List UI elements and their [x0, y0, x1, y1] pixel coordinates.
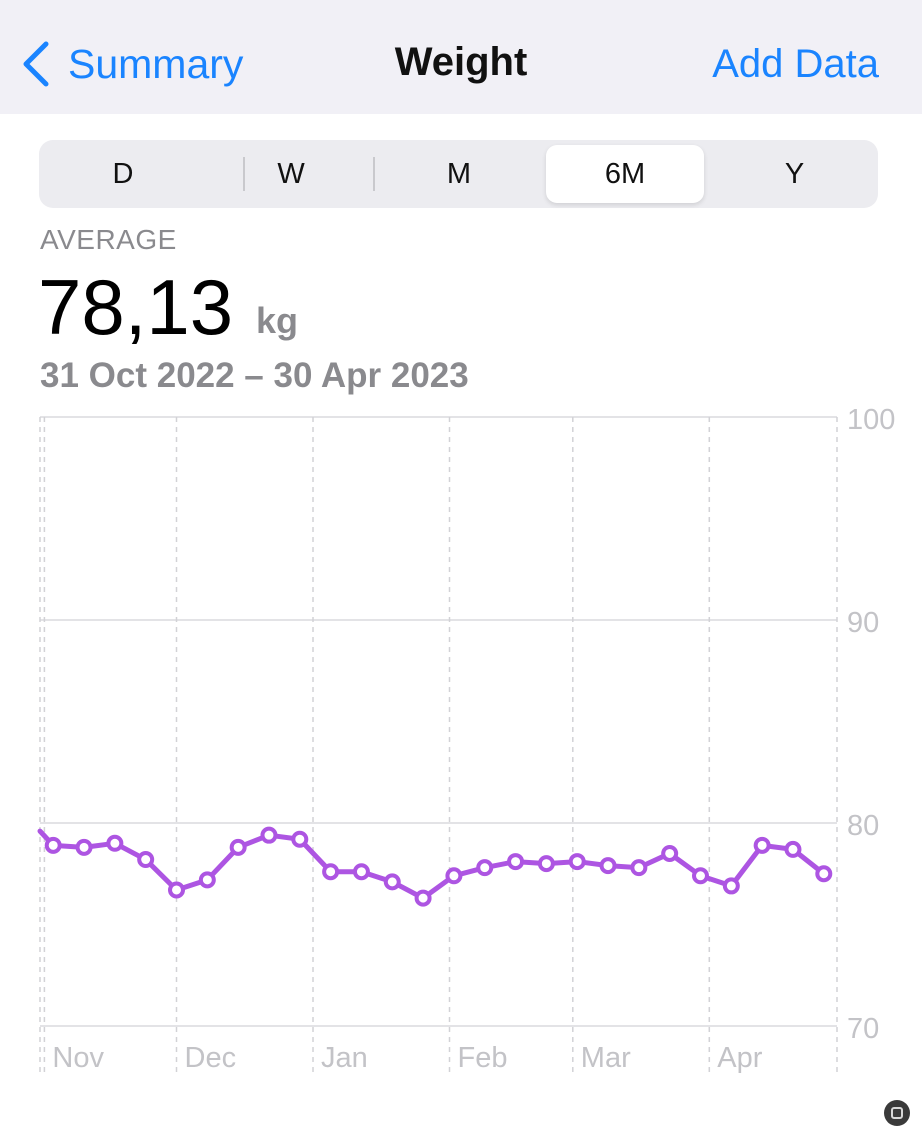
weight-data-point[interactable]: [507, 853, 525, 871]
chart-axis-labels: 100 90 80 70 Nov Dec Jan Feb Mar Apr: [52, 404, 895, 1074]
x-tick-label: Jan: [321, 1042, 368, 1074]
segment-month[interactable]: M: [446, 158, 472, 190]
weight-data-point[interactable]: [784, 840, 802, 858]
weight-data-point[interactable]: [229, 838, 247, 856]
weight-series-line: [37, 828, 827, 901]
date-range: 31 Oct 2022 – 30 Apr 2023: [40, 356, 469, 395]
x-tick-label: Apr: [717, 1042, 762, 1074]
chart-grid: [39, 416, 838, 1075]
segment-divider: [373, 157, 375, 191]
overlay-badge-glyph: [891, 1107, 903, 1119]
y-tick-label: 80: [847, 810, 879, 842]
weight-data-point[interactable]: [291, 830, 309, 848]
average-unit: kg: [256, 300, 299, 341]
segment-day[interactable]: D: [112, 158, 134, 190]
weight-data-point[interactable]: [445, 867, 463, 885]
weight-data-point[interactable]: [198, 871, 216, 889]
segment-six-months[interactable]: 6M: [546, 145, 704, 203]
weight-data-point[interactable]: [537, 855, 555, 873]
weight-data-point[interactable]: [753, 836, 771, 854]
y-tick-label: 100: [847, 404, 895, 436]
add-data-button[interactable]: Add Data: [712, 42, 879, 86]
weight-data-point[interactable]: [815, 865, 833, 883]
weight-data-point[interactable]: [414, 889, 432, 907]
x-tick-label: Mar: [581, 1042, 631, 1074]
weight-data-point[interactable]: [691, 867, 709, 885]
weight-data-point[interactable]: [322, 863, 340, 881]
x-tick-label: Feb: [458, 1042, 508, 1074]
segment-week[interactable]: W: [277, 158, 305, 190]
segment-divider: [243, 157, 245, 191]
weight-data-point[interactable]: [44, 836, 62, 854]
weight-data-point[interactable]: [383, 873, 401, 891]
page-title: Weight: [394, 40, 528, 84]
weight-data-point[interactable]: [722, 877, 740, 895]
x-tick-label: Dec: [185, 1042, 237, 1074]
weight-data-point[interactable]: [137, 851, 155, 869]
navigation-bar: Summary Weight Add Data: [0, 0, 922, 114]
weight-data-point[interactable]: [599, 857, 617, 875]
time-range-segmented-control: D W M 6M Y: [39, 140, 878, 208]
weight-data-point[interactable]: [630, 859, 648, 877]
weight-data-point[interactable]: [352, 863, 370, 881]
overlay-badge-icon[interactable]: [884, 1100, 910, 1126]
weight-data-point[interactable]: [168, 881, 186, 899]
segment-year[interactable]: Y: [784, 158, 805, 190]
y-tick-label: 70: [847, 1013, 879, 1045]
weight-chart[interactable]: 100 90 80 70 Nov Dec Jan Feb Mar Apr: [0, 400, 922, 1090]
back-button-label: Summary: [68, 40, 244, 87]
weight-data-point[interactable]: [568, 853, 586, 871]
weight-data-point[interactable]: [476, 859, 494, 877]
weight-data-point[interactable]: [75, 838, 93, 856]
weight-data-point[interactable]: [260, 826, 278, 844]
chart-series: [37, 826, 833, 907]
back-button[interactable]: Summary: [20, 36, 243, 92]
y-tick-label: 90: [847, 607, 879, 639]
weight-data-point[interactable]: [106, 834, 124, 852]
chevron-left-icon: [23, 41, 49, 87]
x-tick-label: Nov: [52, 1042, 104, 1074]
average-label: AVERAGE: [40, 224, 177, 255]
average-value: 78,13: [38, 263, 234, 351]
weight-data-point[interactable]: [661, 844, 679, 862]
